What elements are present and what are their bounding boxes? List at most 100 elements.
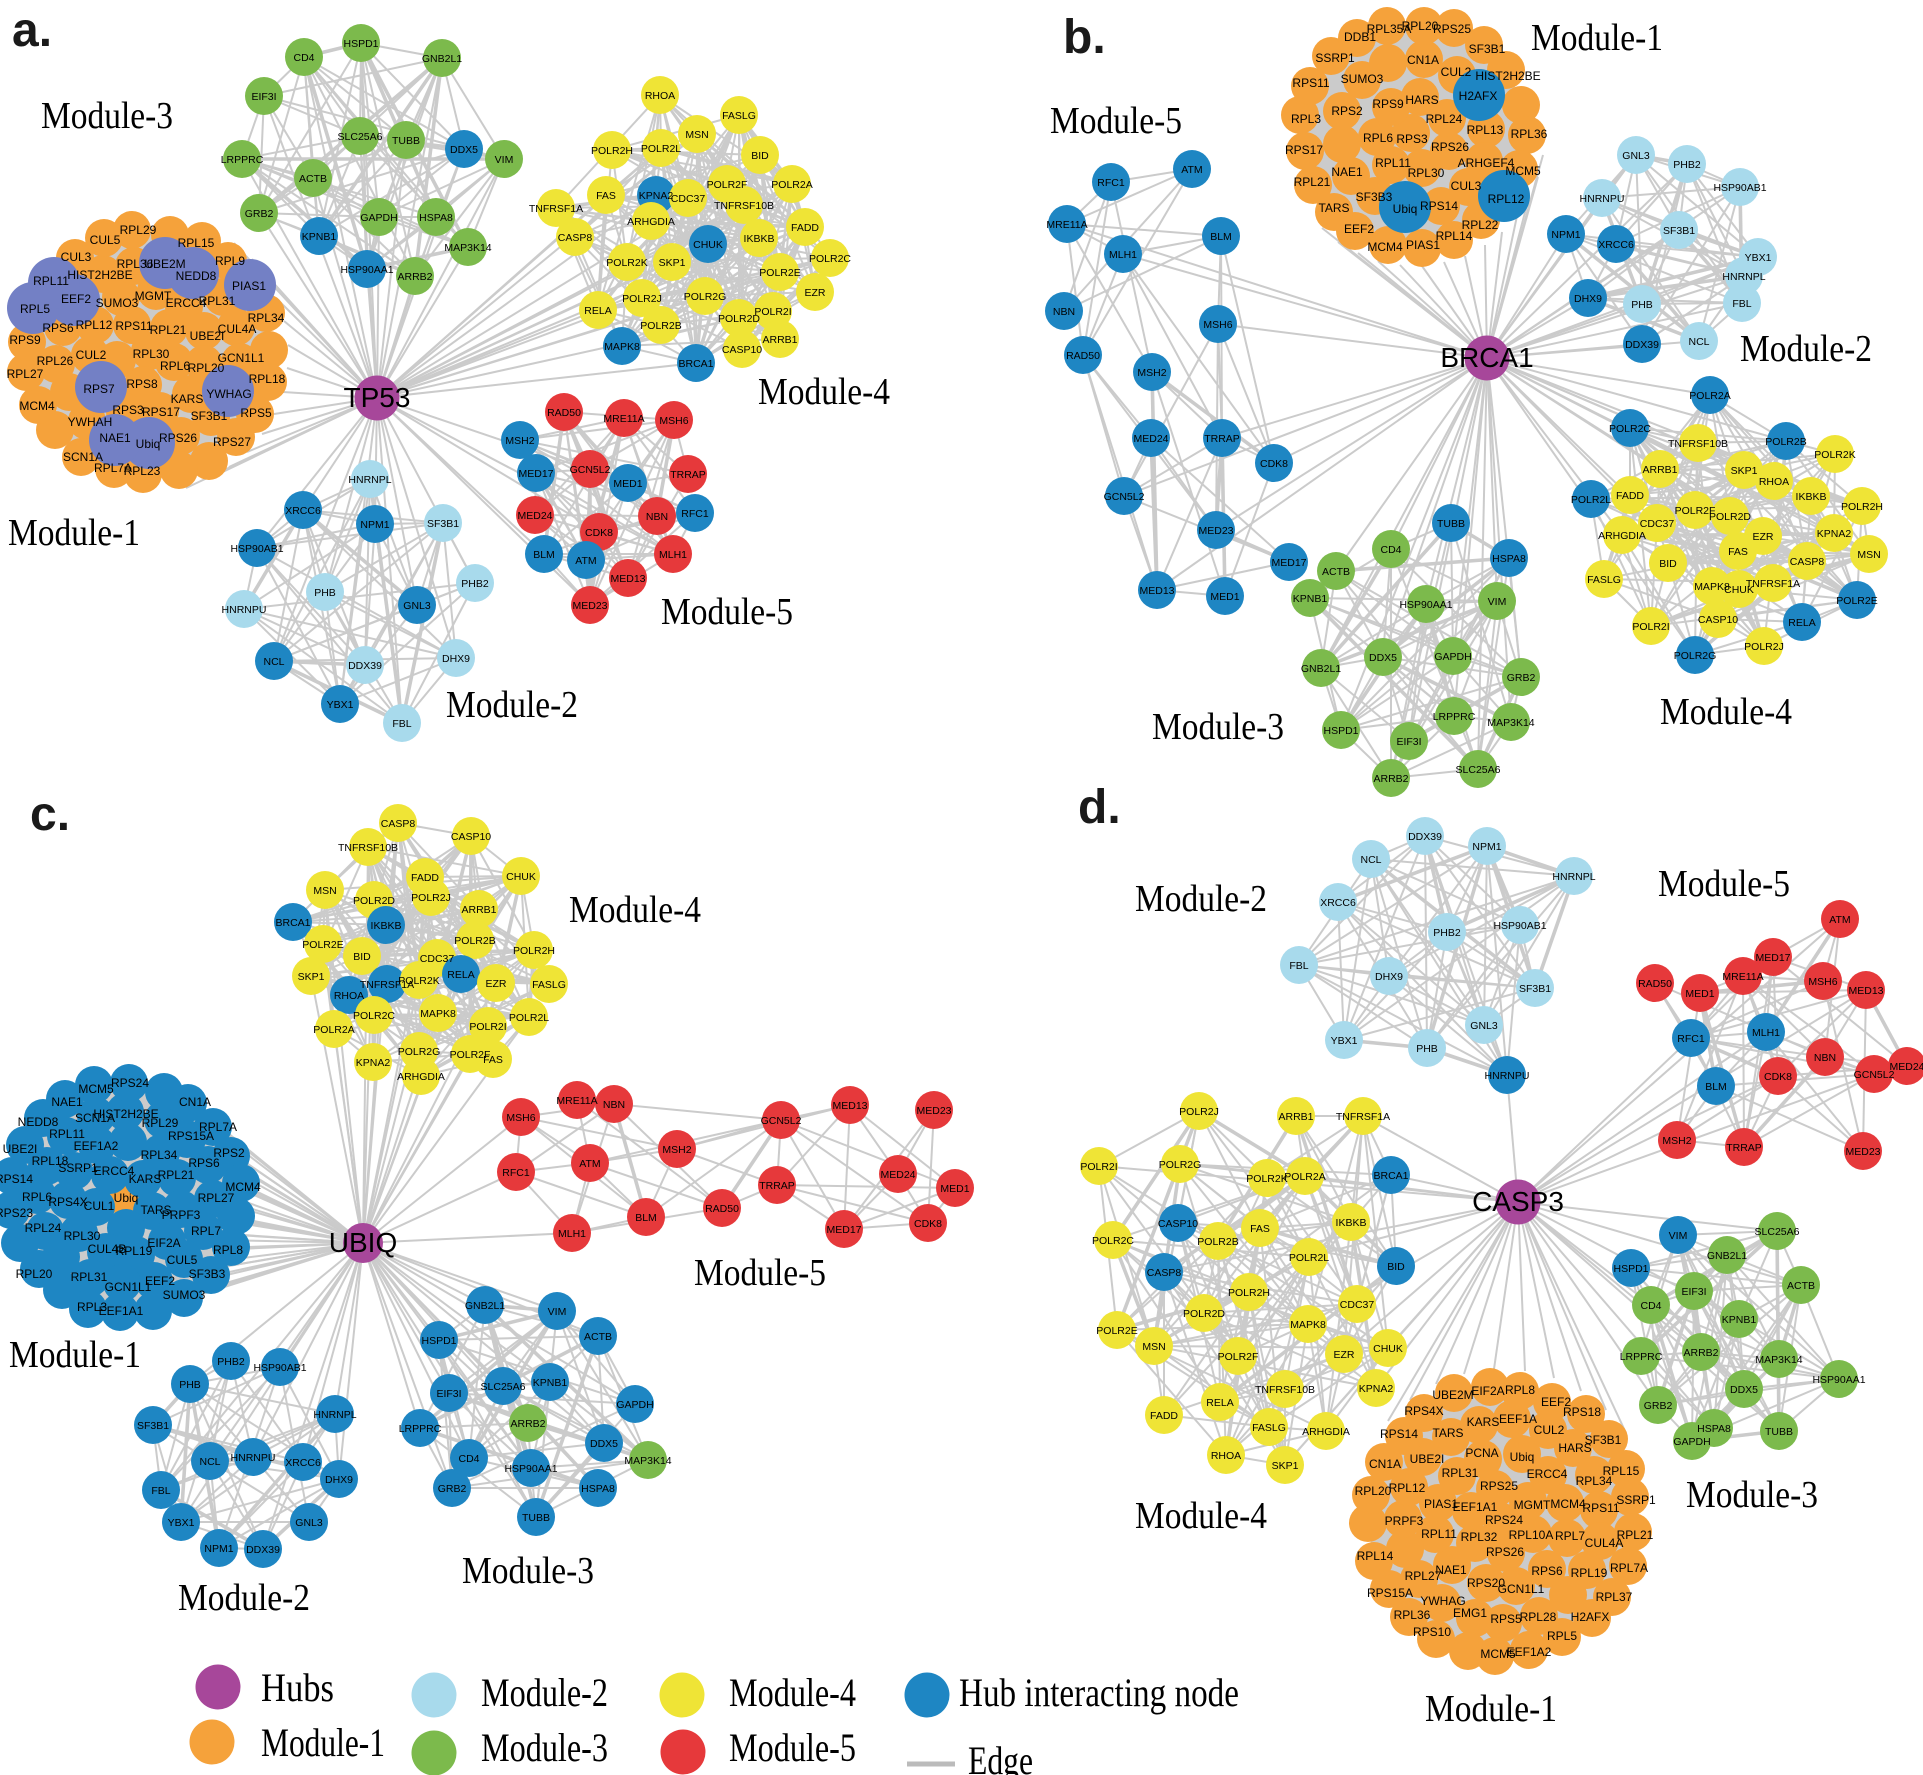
svg-text:RELA: RELA	[584, 305, 611, 317]
svg-text:POLR2C: POLR2C	[809, 253, 851, 265]
svg-text:RPL13: RPL13	[1467, 123, 1504, 137]
svg-text:KPNA2: KPNA2	[1359, 1383, 1394, 1395]
svg-text:RPS14: RPS14	[1380, 1427, 1418, 1441]
svg-text:CD4: CD4	[1640, 1300, 1661, 1312]
svg-text:PHB2: PHB2	[1433, 927, 1461, 939]
svg-text:Module-3: Module-3	[1686, 1474, 1818, 1516]
svg-text:RPS26: RPS26	[1486, 1545, 1524, 1559]
svg-text:EEF2: EEF2	[1344, 222, 1374, 236]
svg-text:GCN5L2: GCN5L2	[761, 1115, 802, 1127]
svg-text:MAPK8: MAPK8	[1694, 581, 1730, 593]
svg-text:EIF3I: EIF3I	[1396, 736, 1421, 748]
svg-text:SKP1: SKP1	[298, 971, 325, 983]
svg-text:Ubiq: Ubiq	[136, 437, 161, 451]
svg-text:RPL29: RPL29	[120, 223, 157, 237]
svg-text:MED17: MED17	[518, 468, 553, 480]
svg-text:RPL37: RPL37	[1596, 1590, 1633, 1604]
svg-text:DDX5: DDX5	[1369, 652, 1397, 664]
svg-text:TNFRSF10B: TNFRSF10B	[714, 200, 774, 212]
svg-text:DHX9: DHX9	[325, 1474, 353, 1486]
svg-text:LRPPRC: LRPPRC	[1620, 1351, 1663, 1363]
svg-text:POLR2H: POLR2H	[1228, 1287, 1270, 1299]
svg-text:SLC25A6: SLC25A6	[481, 1381, 526, 1393]
svg-text:POLR2G: POLR2G	[1674, 650, 1717, 662]
svg-text:Hubs: Hubs	[261, 1665, 334, 1710]
svg-text:Ubiq: Ubiq	[1393, 202, 1418, 216]
svg-text:KPNA2: KPNA2	[356, 1057, 391, 1069]
svg-text:SF3B1: SF3B1	[1469, 42, 1506, 56]
svg-text:MED13: MED13	[1139, 585, 1174, 597]
svg-text:POLR2L: POLR2L	[1571, 494, 1611, 506]
svg-text:ARRB2: ARRB2	[510, 1418, 545, 1430]
svg-text:SF3B1: SF3B1	[137, 1420, 169, 1432]
svg-text:MCM5: MCM5	[78, 1082, 114, 1096]
svg-text:DDX39: DDX39	[1408, 831, 1442, 843]
svg-text:RPS24: RPS24	[1485, 1513, 1523, 1527]
svg-text:RPL24: RPL24	[1426, 112, 1463, 126]
svg-text:MCM5: MCM5	[1505, 164, 1541, 178]
svg-text:ACTB: ACTB	[584, 1331, 612, 1343]
svg-text:POLR2E: POLR2E	[302, 939, 343, 951]
svg-text:RPL20: RPL20	[1355, 1484, 1392, 1498]
svg-text:Module-4: Module-4	[1135, 1495, 1267, 1537]
svg-text:Module-5: Module-5	[661, 591, 793, 633]
svg-text:TARS: TARS	[140, 1203, 171, 1217]
svg-text:NCL: NCL	[263, 656, 284, 668]
svg-text:RPS2: RPS2	[213, 1146, 245, 1160]
svg-text:TNFRSF10B: TNFRSF10B	[1668, 438, 1728, 450]
svg-text:HNRNPU: HNRNPU	[1485, 1070, 1530, 1082]
svg-text:EEF1A2: EEF1A2	[74, 1139, 119, 1153]
svg-text:EEF2: EEF2	[145, 1274, 175, 1288]
svg-text:Module-2: Module-2	[1135, 878, 1267, 920]
svg-text:NCL: NCL	[1360, 854, 1381, 866]
svg-text:XRCC6: XRCC6	[1320, 897, 1356, 909]
svg-text:FADD: FADD	[1150, 1410, 1178, 1422]
svg-text:RPL8: RPL8	[213, 1243, 243, 1257]
svg-text:HSPD1: HSPD1	[343, 38, 378, 50]
svg-text:MLH1: MLH1	[558, 1228, 586, 1240]
svg-text:CN1A: CN1A	[1369, 1457, 1401, 1471]
svg-text:RPL21: RPL21	[158, 1168, 195, 1182]
svg-text:CHUK: CHUK	[1724, 584, 1754, 596]
svg-text:POLR2F: POLR2F	[707, 179, 748, 191]
svg-text:POLR2C: POLR2C	[1609, 423, 1651, 435]
svg-text:RPL14: RPL14	[1357, 1549, 1394, 1563]
svg-text:RPL22: RPL22	[1462, 218, 1499, 232]
svg-text:RPL12: RPL12	[1488, 192, 1525, 206]
svg-text:TUBB: TUBB	[392, 135, 420, 147]
svg-text:MAPK8: MAPK8	[604, 341, 640, 353]
svg-text:RPS25: RPS25	[1480, 1479, 1518, 1493]
svg-text:TARS: TARS	[1318, 201, 1349, 215]
svg-text:RPL12: RPL12	[1389, 1481, 1426, 1495]
svg-text:POLR2F: POLR2F	[450, 1049, 491, 1061]
svg-text:PIAS1: PIAS1	[1406, 238, 1440, 252]
svg-text:MSH2: MSH2	[1662, 1135, 1691, 1147]
svg-text:MSH6: MSH6	[659, 415, 688, 427]
svg-text:SSRP1: SSRP1	[1315, 51, 1355, 65]
svg-text:SKP1: SKP1	[1272, 1460, 1299, 1472]
svg-text:c.: c.	[30, 788, 70, 841]
svg-text:POLR2E: POLR2E	[1836, 595, 1877, 607]
svg-text:HSPD1: HSPD1	[1613, 1263, 1648, 1275]
svg-text:GNB2L1: GNB2L1	[1301, 663, 1341, 675]
svg-text:RPS17: RPS17	[1285, 143, 1323, 157]
svg-text:RPS9: RPS9	[9, 333, 41, 347]
svg-text:GNL3: GNL3	[403, 600, 431, 612]
svg-text:HSPA8: HSPA8	[581, 1483, 615, 1495]
svg-text:MSH2: MSH2	[662, 1144, 691, 1156]
svg-text:MED13: MED13	[832, 1100, 867, 1112]
svg-text:GCN5L2: GCN5L2	[570, 464, 611, 476]
svg-text:RFC1: RFC1	[1677, 1033, 1705, 1045]
svg-text:CDK8: CDK8	[585, 527, 613, 539]
svg-text:MLH1: MLH1	[1752, 1027, 1780, 1039]
svg-text:ATM: ATM	[1829, 914, 1850, 926]
svg-text:NBN: NBN	[1053, 306, 1075, 318]
svg-text:RPL20: RPL20	[188, 361, 225, 375]
svg-text:RPS26: RPS26	[159, 431, 197, 445]
svg-text:RPL18: RPL18	[249, 372, 286, 386]
svg-text:CASP10: CASP10	[722, 344, 762, 356]
svg-text:YBX1: YBX1	[1745, 252, 1772, 264]
svg-text:FASLG: FASLG	[722, 110, 756, 122]
svg-text:HARS: HARS	[1405, 93, 1438, 107]
svg-text:Ubiq: Ubiq	[114, 1191, 139, 1205]
